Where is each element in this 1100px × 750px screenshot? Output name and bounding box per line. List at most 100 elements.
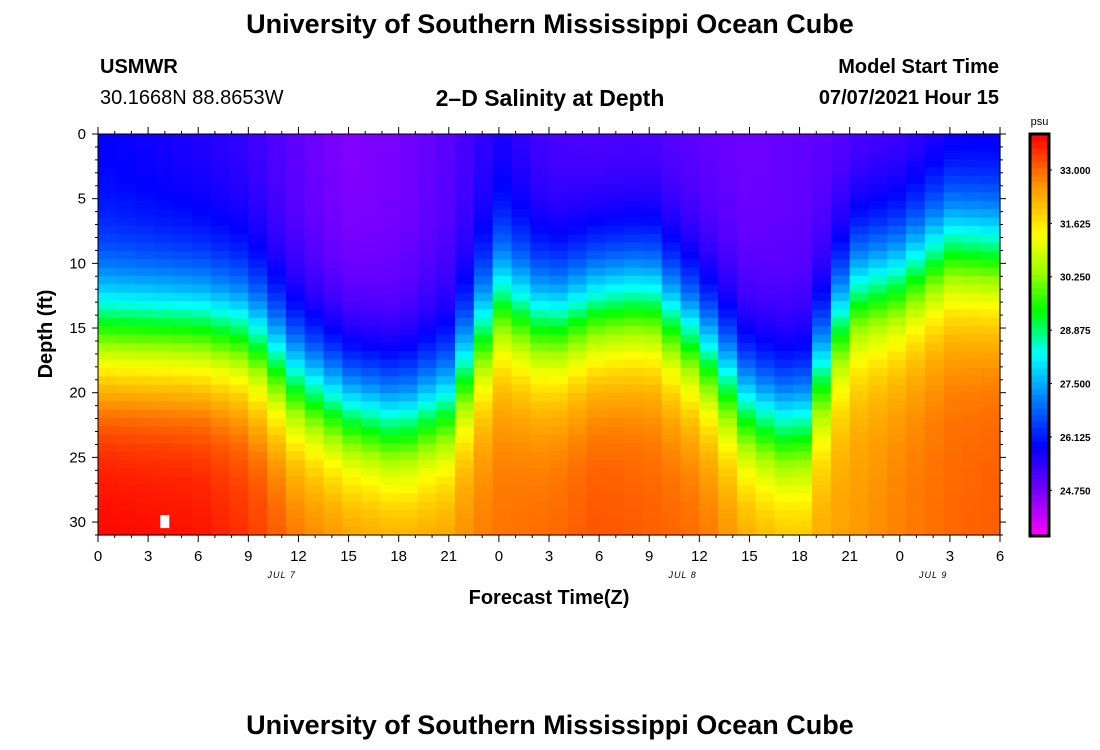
heatmap-cell [642,159,663,169]
heatmap-cell [304,351,325,361]
heatmap-cell [98,392,118,402]
heatmap-cell [943,484,964,494]
colorbar-tick-label: 31.625 [1060,219,1091,230]
heatmap-cell [549,367,569,377]
heatmap-cell [154,326,174,336]
heatmap-cell [774,518,794,528]
heatmap-cell [906,434,926,444]
heatmap-cell [342,192,362,202]
heatmap-cell [135,509,155,519]
heatmap-cell [135,451,155,461]
heatmap-cell [436,184,456,194]
heatmap-cell [173,359,193,369]
heatmap-cell [812,409,832,419]
heatmap-cell [736,250,757,260]
heatmap-cell [755,200,776,210]
heatmap-cell [812,225,832,235]
heatmap-cell [361,184,381,194]
heatmap-cell [793,443,813,453]
heatmap-cell [135,217,155,227]
heatmap-cell [379,518,400,528]
heatmap-cell [116,384,137,394]
heatmap-cell [793,175,813,185]
heatmap-cell [398,209,419,219]
heatmap-cell [812,342,832,352]
heatmap-cell [567,309,588,319]
heatmap-cell [492,334,513,344]
heatmap-cell [154,409,174,419]
heatmap-cell [981,209,1001,219]
heatmap-cell [304,493,325,503]
heatmap-cell [98,526,118,536]
heatmap-cell [906,468,926,478]
heatmap-cell [210,493,231,503]
heatmap-cell [379,167,400,177]
heatmap-cell [511,292,531,302]
heatmap-cell [98,359,118,369]
heatmap-cell [342,434,362,444]
heatmap-cell [267,376,287,386]
heatmap-cell [473,376,494,386]
x-tick-label: 9 [645,548,653,565]
heatmap-cell [736,175,757,185]
footer-title: University of Southern Mississippi Ocean… [246,710,854,740]
heatmap-cell [436,434,456,444]
heatmap-cell [605,267,625,277]
heatmap-cell [680,342,700,352]
heatmap-cell [511,184,531,194]
heatmap-cell [755,309,776,319]
heatmap-cell [943,501,964,511]
heatmap-cell [661,326,682,336]
heatmap-cell [906,217,926,227]
heatmap-cell [248,342,268,352]
heatmap-cell [98,501,118,511]
heatmap-cell [191,200,212,210]
heatmap-cell [361,459,381,469]
heatmap-cell [417,392,437,402]
heatmap-cell [661,150,682,160]
heatmap-cell [229,301,249,311]
heatmap-cell [962,476,982,486]
heatmap-cell [116,468,137,478]
heatmap-cell [906,326,926,336]
heatmap-cell [586,134,606,143]
heatmap-cell [586,217,606,227]
heatmap-cell [586,409,606,419]
heatmap-cell [248,518,268,528]
heatmap-cell [924,309,945,319]
heatmap-cell [981,493,1001,503]
heatmap-cell [455,167,475,177]
heatmap-cell [530,234,550,244]
heatmap-cell [417,484,437,494]
heatmap-cell [229,484,249,494]
heatmap-cell [924,526,945,536]
heatmap-cell [906,476,926,486]
heatmap-cell [736,200,757,210]
heatmap-cell [830,342,851,352]
heatmap-cell [191,225,212,235]
heatmap-cell [605,150,625,160]
heatmap-cell [774,200,794,210]
heatmap-cell [755,451,776,461]
heatmap-cell [906,209,926,219]
heatmap-cell [793,434,813,444]
heatmap-cell [736,351,757,361]
heatmap-cell [530,284,550,294]
heatmap-cell [173,309,193,319]
heatmap-cell [887,367,907,377]
colorbar-segment [1031,448,1048,456]
heatmap-cell [511,150,531,160]
heatmap-cell [191,134,212,143]
heatmap-cell [323,367,343,377]
heatmap-cell [304,468,325,478]
heatmap-cell [116,359,137,369]
heatmap-cell [191,526,212,536]
heatmap-cell [642,509,663,519]
colorbar-segment [1031,481,1048,489]
heatmap-cell [511,476,531,486]
heatmap-cell [455,267,475,277]
heatmap-cell [455,434,475,444]
heatmap-cell [473,392,494,402]
heatmap-cell [906,259,926,269]
